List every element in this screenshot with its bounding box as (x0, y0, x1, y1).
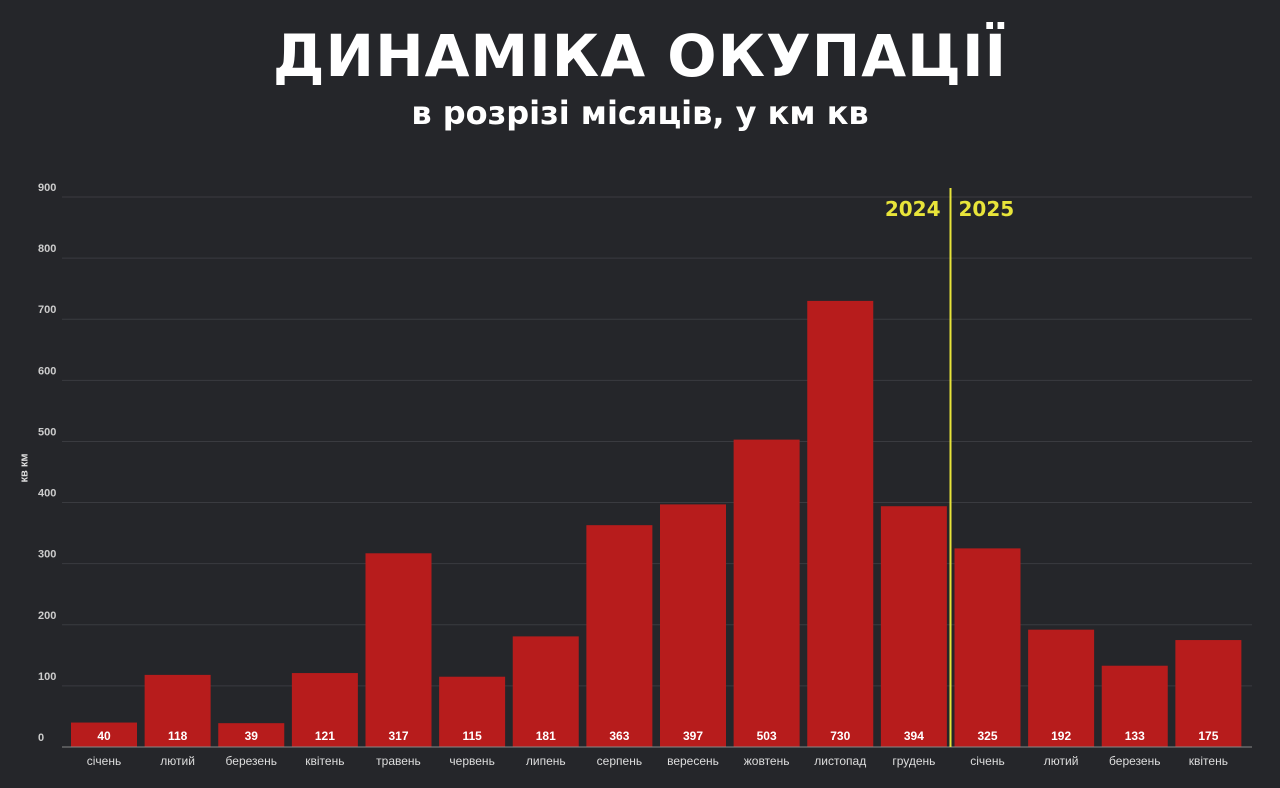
bar (1101, 665, 1168, 747)
y-tick-label: 800 (38, 243, 56, 255)
data-label: 397 (683, 729, 703, 743)
bar (660, 504, 726, 747)
x-tick-label: жовтень (744, 754, 790, 768)
data-label: 115 (462, 729, 482, 743)
x-tick-label: червень (449, 754, 494, 768)
x-tick-label: травень (376, 754, 421, 768)
bar (291, 673, 358, 747)
bar (733, 439, 800, 747)
y-tick-label: 200 (38, 610, 56, 622)
bar (144, 674, 211, 747)
x-tick-label: лютий (1044, 754, 1079, 768)
data-label: 325 (977, 729, 997, 743)
x-tick-label: квітень (1189, 754, 1228, 768)
y-tick-label: 100 (38, 671, 56, 683)
x-tick-label: листопад (814, 754, 866, 768)
data-label: 39 (245, 729, 259, 743)
x-tick-label: вересень (667, 754, 719, 768)
data-label: 133 (1125, 729, 1145, 743)
x-tick-label: січень (970, 754, 1004, 768)
bar (1175, 640, 1242, 747)
bar (512, 636, 579, 747)
bar (586, 525, 653, 747)
chart-title: ДИНАМІКА ОКУПАЦІЇ (272, 22, 1008, 90)
bar (71, 722, 137, 747)
x-tick-label: грудень (892, 754, 935, 768)
data-label: 503 (757, 729, 777, 743)
bar (439, 676, 506, 747)
data-label: 730 (830, 729, 850, 743)
x-tick-label: січень (87, 754, 121, 768)
data-label: 121 (315, 729, 335, 743)
x-tick-label: березень (1109, 754, 1160, 768)
data-label: 181 (536, 729, 556, 743)
year-label-right: 2025 (959, 197, 1015, 221)
data-label: 192 (1051, 729, 1071, 743)
bar (880, 506, 947, 747)
bar (954, 548, 1021, 747)
chart-subtitle: в розрізі місяців, у км кв (411, 94, 869, 132)
x-tick-label: лютий (160, 754, 195, 768)
y-tick-label: 300 (38, 549, 56, 561)
data-label: 40 (97, 729, 111, 743)
bar (218, 723, 285, 747)
y-tick-label: 700 (38, 304, 56, 316)
data-label: 317 (388, 729, 408, 743)
data-label: 394 (904, 729, 924, 743)
x-tick-label: березень (226, 754, 277, 768)
x-tick-label: серпень (597, 754, 642, 768)
data-label: 118 (168, 729, 188, 743)
x-tick-label: липень (526, 754, 566, 768)
data-label: 175 (1198, 729, 1218, 743)
y-tick-label: 0 (38, 732, 44, 744)
bar (1028, 629, 1095, 747)
bar (365, 553, 432, 747)
bar (807, 300, 874, 747)
y-tick-label: 900 (38, 182, 56, 194)
y-tick-label: 500 (38, 426, 56, 438)
data-label: 363 (609, 729, 629, 743)
y-tick-label: 400 (38, 488, 56, 500)
year-label-left: 2024 (885, 197, 941, 221)
y-tick-label: 600 (38, 365, 56, 377)
x-tick-label: квітень (305, 754, 344, 768)
